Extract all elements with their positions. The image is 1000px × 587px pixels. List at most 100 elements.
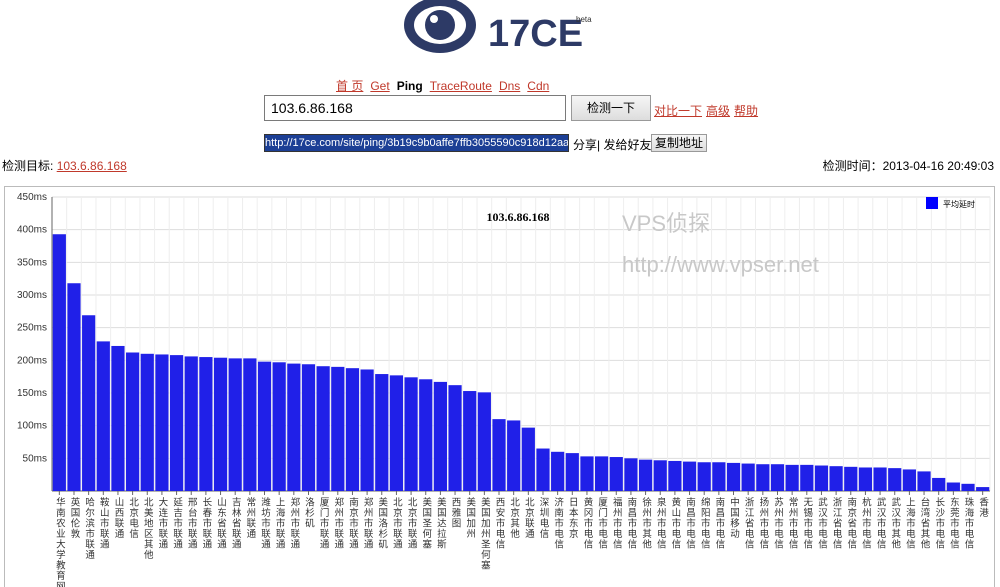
logo: 17CE beta [404,0,592,55]
bar [448,385,462,491]
x-tick-label: 潍坊市联通 [259,496,271,549]
bar [316,366,330,491]
x-tick-label: 山东省联通 [215,497,227,550]
bar [184,356,198,491]
x-tick-label: 徐州市其他 [640,496,652,549]
bar [770,464,785,491]
bar [873,467,887,491]
x-tick-label: 杭州市电信 [860,496,872,549]
bar [272,362,286,491]
bar [331,366,345,491]
bar [580,456,594,491]
bar [111,345,125,491]
x-tick-label: 大连市联通 [156,496,168,549]
bar [169,355,184,491]
bar [697,462,711,491]
x-tick-label: 泉州市电信 [655,496,667,549]
chart-frame [4,186,995,587]
x-tick-label: 邢台市联通 [186,497,198,550]
bar [624,458,638,491]
x-tick-label: 东莞市电信 [948,496,960,549]
x-tick-label: 北京市联通 [391,497,403,550]
logo-text: 17CE [488,13,583,55]
y-tick-label: 300ms [17,290,47,301]
x-tick-label: 西雅图 [450,497,462,529]
bar [595,456,609,491]
bar [199,357,213,491]
x-tick-label: 中国移动 [728,496,740,539]
target-link[interactable]: 103.6.86.168 [56,159,127,173]
x-tick-label: 上海市联通 [274,497,286,550]
x-tick-label: 武汉市电信 [816,496,828,549]
nav-link[interactable]: Cdn [527,79,550,93]
y-tick-label: 200ms [17,355,47,366]
bar [301,364,316,491]
x-tick-label: 常州市电信 [787,496,799,549]
search-button[interactable]: 检测一下 [571,95,651,121]
bar [536,448,550,491]
x-tick-label: 南昌市电信 [684,496,696,549]
bar [243,358,257,491]
x-tick-label: 吉林省联通 [230,497,242,550]
bar [844,466,858,491]
search-link[interactable]: 对比一下 [654,104,703,118]
x-tick-label: 洛杉矶 [303,496,315,528]
bar [213,357,228,491]
nav-link[interactable]: Dns [498,79,521,93]
x-tick-label: 南京省电信 [845,496,857,549]
nav-link[interactable]: TraceRoute [429,79,492,93]
x-tick-label: 哈尔滨市联通 [83,496,95,560]
x-tick-label: 常州联通 [244,496,256,539]
bar [800,464,814,491]
x-tick-label: 西安市电信 [494,497,506,550]
search-link[interactable]: 帮助 [734,104,759,118]
bar [551,451,565,491]
y-tick-label: 150ms [17,388,47,399]
bar [477,392,491,491]
bar [419,379,433,491]
copy-button[interactable]: 复制地址 [651,134,707,152]
bar [682,461,697,491]
time: 检测时间：2013-04-16 20:49:03 [822,159,994,173]
x-tick-label: 厦门市联通 [318,497,330,550]
x-tick-label: 南昌市电信 [713,496,725,549]
bar [961,483,975,491]
bar [257,361,272,491]
y-tick-label: 50ms [23,453,47,464]
bar [126,352,140,491]
share-url[interactable]: http://17ce.com/site/ping/3b19c9b0affe7f… [264,134,569,152]
x-tick-label: 上海市电信 [904,497,916,550]
bar [976,487,990,491]
x-tick-label: 珠海市电信 [963,496,975,549]
bar [360,369,374,491]
bar [902,469,916,491]
bar [712,462,726,491]
target-label: 检测目标: [2,159,54,173]
y-tick-label: 250ms [17,323,47,334]
x-tick-label: 延吉市联通 [171,496,183,549]
x-tick-label: 扬州市电信 [757,496,769,549]
x-tick-label: 无锡市电信 [801,497,813,550]
bar [67,283,81,491]
bar [521,427,535,491]
y-tick-label: 100ms [17,421,47,432]
bar [140,353,154,491]
nav-link[interactable]: 首 页 [336,79,364,93]
bar [155,354,169,491]
bar [917,471,931,491]
x-tick-label: 台湾省其他 [919,496,931,549]
y-tick-label: 350ms [17,257,47,268]
watermark: http://www.vpser.net [622,252,819,277]
x-tick-label: 美国加州 [464,496,476,539]
nav-link[interactable]: Ping [396,79,423,93]
search-links: 对比一下 高级 帮助 [654,102,762,119]
bar [404,377,418,491]
search-input[interactable]: 103.6.86.168 [264,95,566,121]
x-tick-label: 北京联通 [523,497,535,539]
search-link[interactable]: 高级 [706,104,731,118]
bar [888,468,902,491]
watermark: VPS侦探 [622,211,710,236]
x-tick-label: 南昌市电信 [625,496,637,549]
nav-link[interactable]: Get [370,79,390,93]
bar [565,453,579,491]
